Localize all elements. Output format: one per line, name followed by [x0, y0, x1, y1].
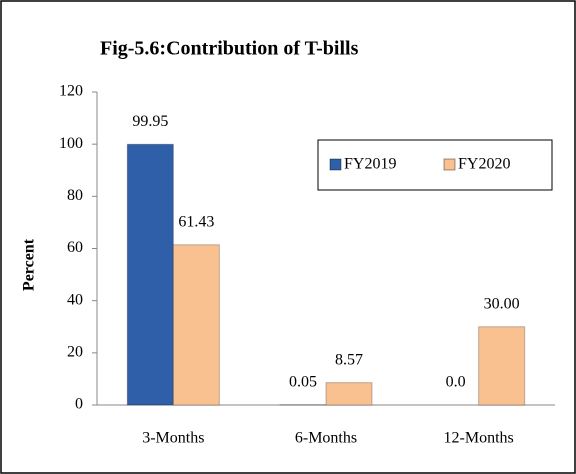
y-tick-label: 100 [59, 135, 83, 152]
value-label: 0.05 [289, 374, 317, 391]
y-tick-label: 60 [67, 239, 83, 256]
y-tick-label: 40 [67, 291, 83, 308]
x-tick-label: 12-Months [444, 430, 514, 447]
value-label: 8.57 [335, 351, 363, 368]
bar [172, 244, 220, 406]
bar [325, 382, 373, 406]
bar [478, 326, 526, 406]
legend-swatch [443, 158, 456, 171]
y-tick-label: 0 [75, 396, 83, 413]
bar [126, 143, 174, 406]
legend-swatch [329, 158, 342, 171]
y-tick-label: 120 [59, 83, 83, 100]
legend-label: FY2020 [458, 156, 510, 173]
y-axis-label: Percent [21, 238, 38, 291]
value-label: 61.43 [178, 213, 214, 230]
y-tick-label: 80 [67, 187, 83, 204]
x-tick-label: 3-Months [142, 430, 204, 447]
legend-label: FY2019 [344, 156, 396, 173]
value-label: 0.0 [446, 374, 466, 391]
chart-title: Fig-5.6:Contribution of T-bills [100, 38, 359, 60]
x-tick-label: 6-Months [295, 430, 357, 447]
value-label: 99.95 [132, 113, 168, 130]
value-label: 30.00 [484, 295, 520, 312]
y-tick-label: 20 [67, 344, 83, 361]
legend-box [317, 139, 553, 191]
